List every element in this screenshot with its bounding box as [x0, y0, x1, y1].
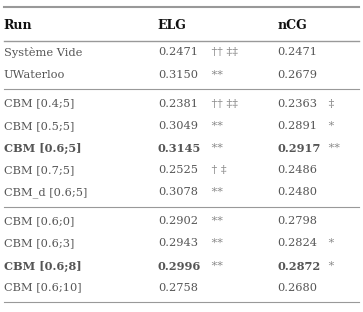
- Text: 0.2891: 0.2891: [278, 121, 318, 131]
- Text: 0.2996: 0.2996: [158, 261, 201, 271]
- Text: CBM [0.6;0]: CBM [0.6;0]: [4, 216, 74, 226]
- Text: **: **: [208, 216, 223, 226]
- Text: ‡: ‡: [325, 99, 334, 109]
- Text: 0.2525: 0.2525: [158, 165, 198, 175]
- Text: Run: Run: [4, 19, 32, 32]
- Text: UWaterloo: UWaterloo: [4, 70, 65, 80]
- Text: 0.2471: 0.2471: [158, 47, 198, 57]
- Text: *: *: [325, 238, 334, 248]
- Text: CBM [0.6;3]: CBM [0.6;3]: [4, 238, 74, 248]
- Text: 0.3049: 0.3049: [158, 121, 198, 131]
- Text: 0.3078: 0.3078: [158, 187, 198, 197]
- Text: CBM [0.4;5]: CBM [0.4;5]: [4, 99, 74, 109]
- Text: 0.2486: 0.2486: [278, 165, 318, 175]
- Text: nCG: nCG: [278, 19, 307, 32]
- Text: ELG: ELG: [158, 19, 187, 32]
- Text: †† ‡‡: †† ‡‡: [208, 47, 238, 57]
- Text: 0.2758: 0.2758: [158, 283, 198, 293]
- Text: CBM [0.6;5]: CBM [0.6;5]: [4, 143, 81, 154]
- Text: 0.2824: 0.2824: [278, 238, 318, 248]
- Text: 0.2381: 0.2381: [158, 99, 198, 109]
- Text: **: **: [208, 238, 223, 248]
- Text: †† ‡‡: †† ‡‡: [208, 99, 238, 109]
- Text: Système Vide: Système Vide: [4, 47, 82, 58]
- Text: CBM [0.7;5]: CBM [0.7;5]: [4, 165, 74, 175]
- Text: 0.2680: 0.2680: [278, 283, 318, 293]
- Text: *: *: [325, 261, 334, 271]
- Text: **: **: [325, 143, 340, 153]
- Text: 0.2363: 0.2363: [278, 99, 318, 109]
- Text: † ‡: † ‡: [208, 165, 226, 175]
- Text: 0.2943: 0.2943: [158, 238, 198, 248]
- Text: 0.3145: 0.3145: [158, 143, 201, 154]
- Text: CBM [0.6;10]: CBM [0.6;10]: [4, 283, 81, 293]
- Text: **: **: [208, 121, 223, 131]
- Text: 0.2902: 0.2902: [158, 216, 198, 226]
- Text: 0.3150: 0.3150: [158, 70, 198, 80]
- Text: 0.2480: 0.2480: [278, 187, 318, 197]
- Text: 0.2917: 0.2917: [278, 143, 321, 154]
- Text: *: *: [325, 121, 334, 131]
- Text: 0.2679: 0.2679: [278, 70, 318, 80]
- Text: CBM [0.5;5]: CBM [0.5;5]: [4, 121, 74, 131]
- Text: **: **: [208, 143, 223, 153]
- Text: 0.2872: 0.2872: [278, 261, 321, 271]
- Text: CBM [0.6;8]: CBM [0.6;8]: [4, 261, 81, 272]
- Text: 0.2798: 0.2798: [278, 216, 318, 226]
- Text: 0.2471: 0.2471: [278, 47, 318, 57]
- Text: **: **: [208, 261, 223, 271]
- Text: CBM_d [0.6;5]: CBM_d [0.6;5]: [4, 187, 87, 198]
- Text: **: **: [208, 187, 223, 197]
- Text: **: **: [208, 70, 223, 80]
